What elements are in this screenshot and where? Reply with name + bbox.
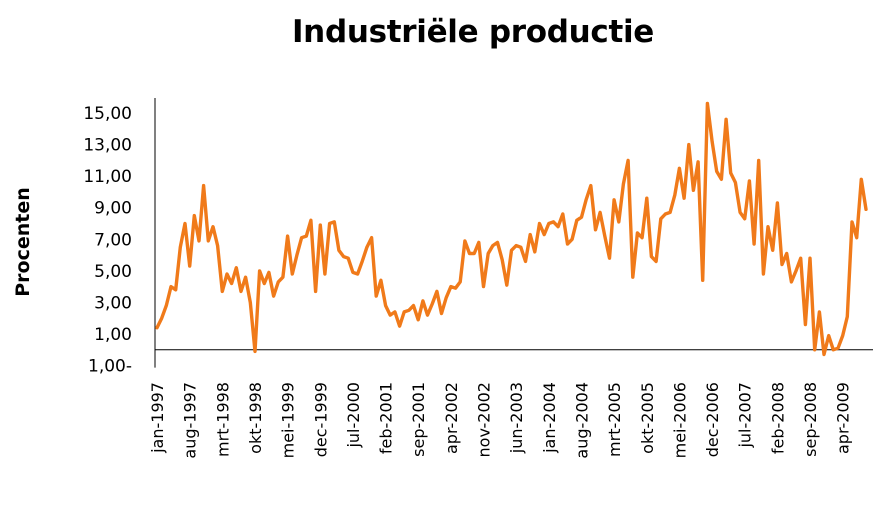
y-tick-label: 13,00 <box>83 136 132 156</box>
x-tick-label: mrt-1998 <box>213 382 232 457</box>
series-line <box>155 101 868 357</box>
x-tick-label: jan-1997 <box>148 382 167 454</box>
x-tick-label: dec-2006 <box>703 382 722 457</box>
x-tick-label: feb-2001 <box>377 382 396 454</box>
y-tick-label: 3,00 <box>94 293 132 313</box>
x-tick-label: mrt-2005 <box>605 382 624 457</box>
chart-title: Industriële productie <box>291 14 655 50</box>
x-tick-label: mei-1999 <box>279 382 298 458</box>
x-tick-label: sep-2008 <box>801 382 820 457</box>
x-tick-label: mei-2006 <box>670 382 689 458</box>
y-tick-label: 11,00 <box>83 167 132 187</box>
x-tick-label: aug-1997 <box>181 382 200 459</box>
x-tick-label: jul-2007 <box>736 382 755 449</box>
x-tick-label: sep-2001 <box>409 382 428 457</box>
x-tick-label: jan-2004 <box>540 382 559 454</box>
x-tick-label: nov-2002 <box>475 382 494 457</box>
x-tick-label: jun-2003 <box>507 382 526 454</box>
x-tick-label: feb-2008 <box>768 382 787 454</box>
x-tick-label: aug-2004 <box>573 382 592 459</box>
x-tick-label: dec-1999 <box>311 382 330 457</box>
x-tick-label: jul-2000 <box>344 382 363 449</box>
y-tick-label: 1,00 <box>94 325 132 345</box>
y-tick-label: 5,00 <box>94 262 132 282</box>
y-tick-label: 9,00 <box>94 199 132 219</box>
x-tick-label: okt-2005 <box>638 382 657 454</box>
x-tick-label: okt-1998 <box>246 382 265 454</box>
x-tick-label: apr-2009 <box>834 382 853 454</box>
x-tick-label: apr-2002 <box>442 382 461 454</box>
y-tick-label: 15,00 <box>83 104 132 124</box>
y-tick-label: 7,00 <box>94 230 132 250</box>
y-tick-label: 1,00- <box>88 357 132 377</box>
